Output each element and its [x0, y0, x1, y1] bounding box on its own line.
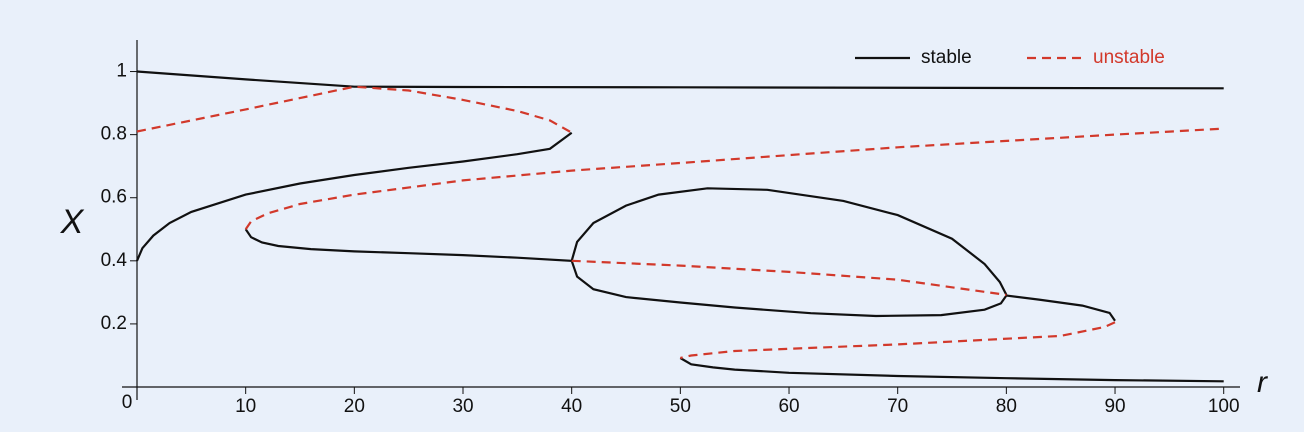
x-tick-label: 70 — [887, 396, 908, 417]
curve — [136, 85, 1224, 360]
x-axis-label: r — [1257, 366, 1268, 399]
legend-label: stable — [921, 47, 972, 68]
x-tick-label: 50 — [670, 396, 691, 417]
y-tick-label: 0.2 — [101, 313, 127, 334]
x-tick-label: 40 — [561, 396, 582, 417]
x-tick-label: 60 — [778, 396, 799, 417]
y-axis-label: X — [60, 203, 85, 241]
x-tick-label: 20 — [344, 396, 365, 417]
curve — [135, 70, 1224, 383]
x-tick-label: 10 — [235, 396, 256, 417]
x-tick-label: 0 — [122, 392, 133, 413]
x-tick-label: 80 — [996, 396, 1017, 417]
x-tick-label: 100 — [1208, 396, 1240, 417]
x-tick-label: 30 — [452, 396, 473, 417]
y-tick-label: 0.4 — [101, 250, 128, 271]
y-tick-label: 1 — [116, 61, 127, 82]
y-tick-label: 0.6 — [101, 187, 127, 208]
legend-label: unstable — [1093, 47, 1165, 68]
y-tick-label: 0.8 — [101, 124, 127, 145]
x-tick-label: 90 — [1104, 396, 1125, 417]
